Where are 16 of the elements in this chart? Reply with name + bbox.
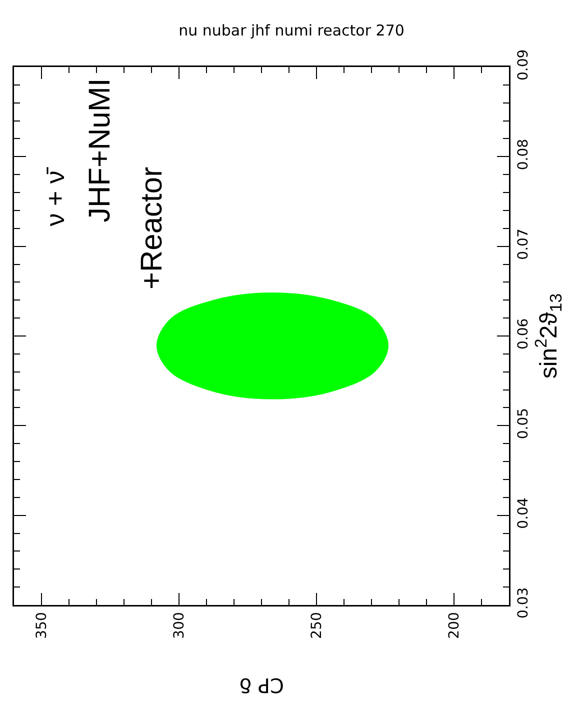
y-tick-label: 0.08 (515, 138, 532, 170)
annotation: JHF+NuMI (84, 78, 117, 223)
annotation: +Reactor (136, 166, 169, 290)
y-tick-label: 0.06 (515, 318, 532, 350)
y-tick-label: 0.05 (515, 408, 532, 440)
x-tick-label: 300 (172, 612, 188, 639)
chart-title: nu nubar jhf numi reactor 270 (178, 22, 404, 40)
y-tick-label: 0.03 (515, 587, 532, 618)
y-tick-label: 0.04 (515, 498, 532, 529)
x-tick-label: 200 (446, 612, 463, 639)
y-tick-label: 0.07 (515, 228, 532, 260)
annotation: ν + ν̄ (40, 166, 70, 226)
x-tick-label: 250 (309, 612, 326, 639)
y-tick-label: 0.09 (515, 49, 532, 80)
x-axis-title: CP δ (239, 673, 284, 698)
x-tick-label: 350 (34, 612, 50, 639)
